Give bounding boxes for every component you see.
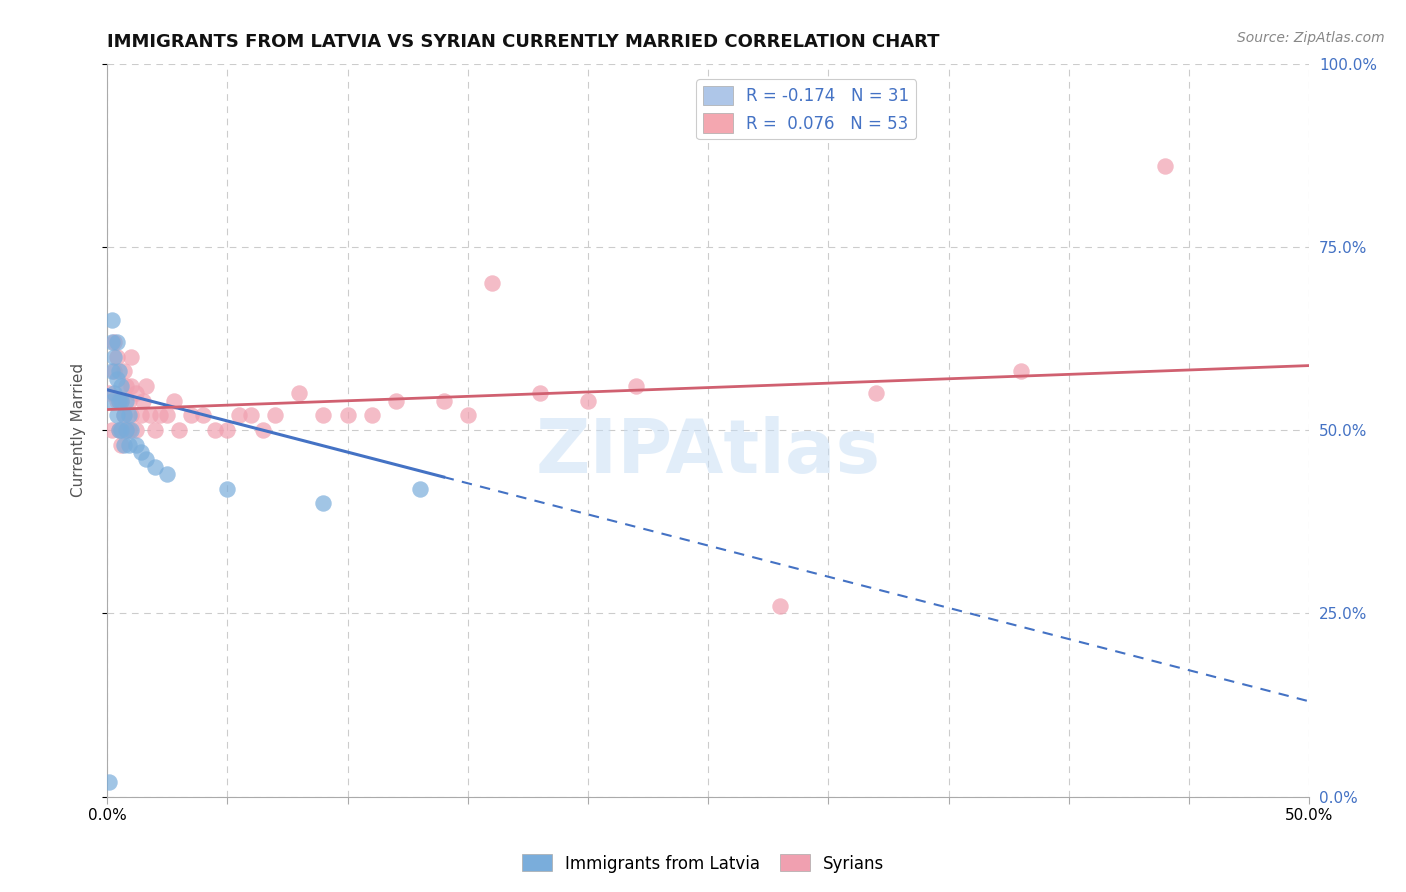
Point xyxy=(132,393,155,408)
Point xyxy=(769,599,792,613)
Point xyxy=(103,335,125,350)
Point xyxy=(576,393,599,408)
Point xyxy=(108,364,131,378)
Point xyxy=(252,423,274,437)
Point xyxy=(129,409,152,423)
Point xyxy=(135,379,157,393)
Point xyxy=(1154,159,1177,173)
Point xyxy=(217,482,239,496)
Point xyxy=(105,372,128,386)
Point xyxy=(228,409,250,423)
Point xyxy=(167,423,190,437)
Point xyxy=(120,409,142,423)
Point xyxy=(143,459,166,474)
Point xyxy=(865,386,887,401)
Point xyxy=(312,496,335,510)
Point xyxy=(112,409,135,423)
Point xyxy=(433,393,456,408)
Point xyxy=(129,445,152,459)
Point xyxy=(103,364,125,378)
Text: Source: ZipAtlas.com: Source: ZipAtlas.com xyxy=(1237,31,1385,45)
Point xyxy=(120,350,142,364)
Point xyxy=(204,423,226,437)
Point xyxy=(112,438,135,452)
Y-axis label: Currently Married: Currently Married xyxy=(72,363,86,497)
Point xyxy=(112,409,135,423)
Point xyxy=(110,438,132,452)
Point xyxy=(408,482,430,496)
Point xyxy=(312,409,335,423)
Point xyxy=(156,409,179,423)
Point xyxy=(101,393,124,408)
Point xyxy=(110,393,132,408)
Point xyxy=(125,438,148,452)
Point xyxy=(143,423,166,437)
Point xyxy=(156,467,179,481)
Point xyxy=(108,423,131,437)
Point xyxy=(624,379,647,393)
Point xyxy=(118,409,141,423)
Point xyxy=(336,409,359,423)
Point xyxy=(149,409,172,423)
Point xyxy=(110,393,132,408)
Point xyxy=(105,350,128,364)
Point xyxy=(101,335,124,350)
Point xyxy=(120,423,142,437)
Point xyxy=(457,409,479,423)
Point xyxy=(115,393,138,408)
Point xyxy=(125,423,148,437)
Point xyxy=(193,409,215,423)
Point xyxy=(529,386,551,401)
Point xyxy=(217,423,239,437)
Point xyxy=(118,438,141,452)
Legend: Immigrants from Latvia, Syrians: Immigrants from Latvia, Syrians xyxy=(515,847,891,880)
Point xyxy=(120,379,142,393)
Point xyxy=(98,775,121,789)
Point xyxy=(264,409,287,423)
Point xyxy=(1010,364,1032,378)
Point xyxy=(163,393,186,408)
Point xyxy=(125,386,148,401)
Text: ZIPAtlas: ZIPAtlas xyxy=(536,416,880,489)
Point xyxy=(115,423,138,437)
Point xyxy=(360,409,382,423)
Point xyxy=(108,393,131,408)
Point xyxy=(288,386,311,401)
Point xyxy=(118,393,141,408)
Point xyxy=(135,452,157,467)
Point xyxy=(108,423,131,437)
Point xyxy=(180,409,202,423)
Point xyxy=(101,364,124,378)
Point xyxy=(105,335,128,350)
Point xyxy=(103,350,125,364)
Point xyxy=(110,423,132,437)
Point xyxy=(98,386,121,401)
Point xyxy=(115,423,138,437)
Point xyxy=(103,386,125,401)
Point xyxy=(101,423,124,437)
Point xyxy=(118,423,141,437)
Point xyxy=(108,393,131,408)
Point xyxy=(115,379,138,393)
Point xyxy=(481,277,503,291)
Point xyxy=(105,393,128,408)
Point xyxy=(139,409,162,423)
Point xyxy=(101,313,124,327)
Point xyxy=(112,364,135,378)
Legend: R = -0.174   N = 31, R =  0.076   N = 53: R = -0.174 N = 31, R = 0.076 N = 53 xyxy=(696,79,917,139)
Point xyxy=(384,393,406,408)
Point xyxy=(110,379,132,393)
Point xyxy=(240,409,263,423)
Text: IMMIGRANTS FROM LATVIA VS SYRIAN CURRENTLY MARRIED CORRELATION CHART: IMMIGRANTS FROM LATVIA VS SYRIAN CURRENT… xyxy=(107,33,939,51)
Point xyxy=(105,409,128,423)
